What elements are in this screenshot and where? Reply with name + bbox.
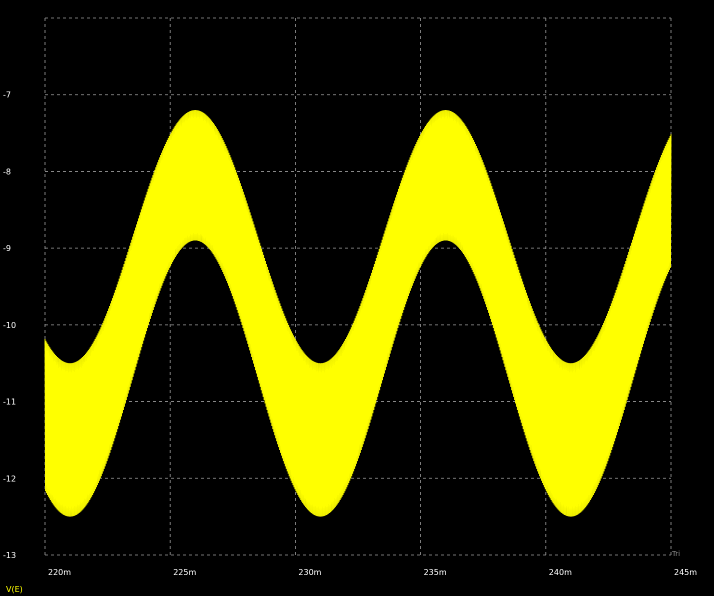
y-tick-label-2: -9 [3,244,11,253]
legend-trace-label[interactable]: V(E) [6,585,23,594]
trace-line[interactable] [44,110,672,517]
x-tick-labels: 220m 225m 230m 235m 240m 245m [48,568,697,577]
x-tick-label-5: 245m [674,568,697,577]
x-tick-label-0: 220m [48,568,71,577]
y-tick-label-3: -10 [3,321,16,330]
x-tick-label-2: 230m [298,568,321,577]
x-tick-label-3: 235m [424,568,447,577]
x-unit-label: Tri [671,550,680,558]
x-tick-label-1: 225m [173,568,196,577]
y-tick-label-1: -8 [3,167,11,176]
x-tick-label-4: 240m [549,568,572,577]
y-tick-labels: -7 -8 -9 -10 -11 -12 -13 [3,91,16,560]
y-tick-label-4: -11 [3,398,16,407]
y-tick-label-0: -7 [3,91,11,100]
trace-v-e [44,110,672,517]
y-tick-label-5: -12 [3,474,16,483]
y-tick-label-6: -13 [3,551,16,560]
